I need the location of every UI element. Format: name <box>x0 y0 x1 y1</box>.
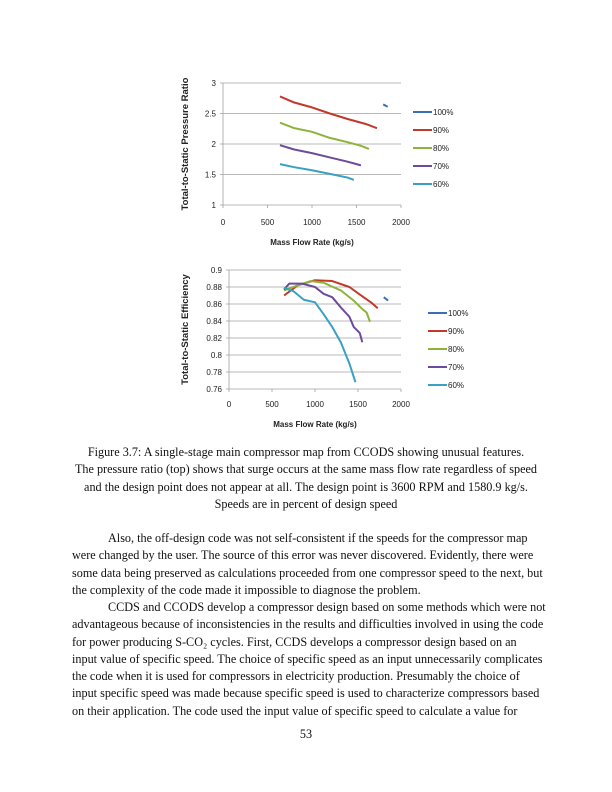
y-tick-label: 2 <box>212 140 217 149</box>
y-tick-label: 0.82 <box>206 334 222 343</box>
series-line-60pct <box>279 163 355 181</box>
paragraph-line: CCDS and CCODS develop a compressor desi… <box>108 600 546 614</box>
x-tick-label: 500 <box>261 218 275 227</box>
x-tick-label: 1000 <box>306 400 324 409</box>
x-tick-label: 2000 <box>392 400 410 409</box>
series-line-80pct <box>279 121 370 150</box>
series-line-60pct <box>283 286 357 383</box>
series-line-70pct <box>279 144 362 167</box>
caption-line: Speeds are in percent of design speed <box>214 497 398 511</box>
paragraph-line: on their application. The code used the … <box>72 704 518 718</box>
legend-label: 80% <box>433 144 449 153</box>
legend-label: 100% <box>433 108 453 117</box>
paragraph-line: input value of specific speed. The choic… <box>72 652 543 666</box>
caption-line: Figure 3.7: A single-stage main compress… <box>87 445 525 459</box>
paragraph-line: the code when it is used for compressors… <box>72 669 520 683</box>
series-line-70pct <box>283 282 364 343</box>
paragraph-line: were changed by the user. The source of … <box>72 548 534 562</box>
paragraph-line: input specific speed was made because sp… <box>72 686 540 700</box>
legend-label: 90% <box>448 327 464 336</box>
series-line-100pct <box>383 296 389 302</box>
caption-line: The pressure ratio (top) shows that surg… <box>74 462 538 476</box>
y-tick-label: 1 <box>212 201 217 210</box>
x-tick-label: 0 <box>221 218 226 227</box>
x-axis-title: Mass Flow Rate (kg/s) <box>270 238 354 247</box>
legend-label: 80% <box>448 345 464 354</box>
x-axis-title: Mass Flow Rate (kg/s) <box>273 420 357 429</box>
y-tick-label: 3 <box>212 79 217 88</box>
y-tick-label: 0.78 <box>206 368 222 377</box>
y-axis-title: Total-to-Static Efficiency <box>180 273 191 384</box>
legend-label: 100% <box>448 309 468 318</box>
caption-line: and the design point does not appear at … <box>84 480 528 494</box>
page-number: 53 <box>299 727 313 741</box>
y-axis-title: Total-to-Static Pressure Ratio <box>180 77 191 210</box>
y-tick-label: 0.8 <box>211 351 223 360</box>
x-tick-label: 1000 <box>303 218 321 227</box>
y-tick-label: 0.84 <box>206 317 222 326</box>
legend-label: 60% <box>448 381 464 390</box>
legend-label: 90% <box>433 126 449 135</box>
legend-label: 60% <box>433 180 449 189</box>
y-tick-label: 0.86 <box>206 300 222 309</box>
legend-label: 70% <box>433 162 449 171</box>
series-line-100pct <box>382 103 389 108</box>
efficiency-chart: 0.76 0.78 0.8 0.82 0.84 0.86 0.88 0.9 0 500 1000 15… <box>180 266 468 429</box>
paragraph-line: Also, the off-design code was not self-c… <box>108 531 528 545</box>
paragraph-line: for power producing S-CO₂ cycles. First,… <box>72 635 517 649</box>
pressure-ratio-chart: 1 1.5 2 2.5 3 0 500 1000 1500 2000 Mass Flow Rate … <box>180 77 453 247</box>
paragraph-line: the complexity of the code made it impos… <box>72 583 421 597</box>
x-tick-label: 500 <box>265 400 279 409</box>
paragraph-line: advantageous because of inconsistencies … <box>72 617 544 631</box>
x-tick-label: 1500 <box>349 400 367 409</box>
y-tick-label: 0.88 <box>206 283 222 292</box>
y-tick-label: 0.9 <box>211 266 223 275</box>
x-tick-label: 2000 <box>392 218 410 227</box>
x-tick-label: 0 <box>227 400 232 409</box>
legend-label: 70% <box>448 363 464 372</box>
x-tick-label: 1500 <box>348 218 366 227</box>
y-tick-label: 2.5 <box>205 110 217 119</box>
y-tick-label: 1.5 <box>205 171 217 180</box>
y-tick-label: 0.76 <box>206 385 222 394</box>
paragraph-line: some data being preserved as calculation… <box>72 566 543 580</box>
series-line-90pct <box>279 95 378 130</box>
figure-charts: 1 1.5 2 2.5 3 0 500 1000 1500 2000 Mass Flow Rate … <box>180 77 468 429</box>
